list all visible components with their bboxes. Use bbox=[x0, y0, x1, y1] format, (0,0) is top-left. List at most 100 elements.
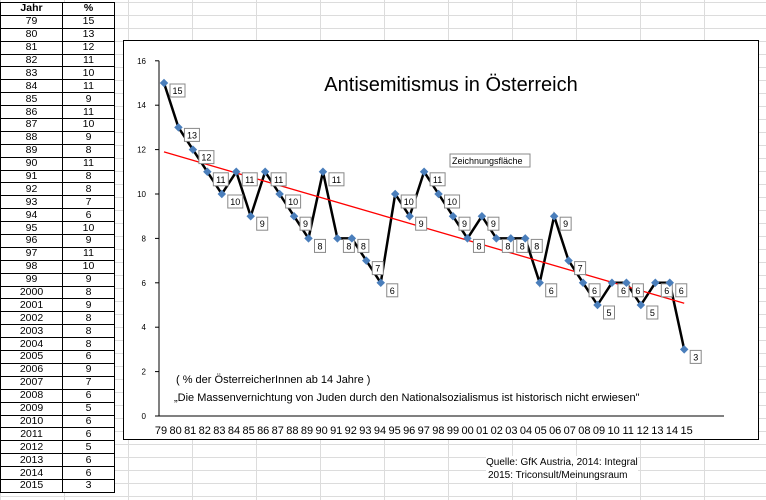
year-cell[interactable]: 84 bbox=[0, 79, 63, 94]
year-cell[interactable]: 2001 bbox=[0, 298, 63, 313]
percent-cell[interactable]: 11 bbox=[62, 53, 115, 68]
year-cell[interactable]: 92 bbox=[0, 182, 63, 197]
percent-cell[interactable]: 9 bbox=[62, 234, 115, 248]
x-tick-label: 11 bbox=[622, 425, 633, 437]
percent-cell[interactable]: 6 bbox=[62, 350, 115, 364]
percent-cell[interactable]: 9 bbox=[62, 362, 115, 377]
percent-cell[interactable]: 11 bbox=[62, 246, 115, 261]
x-tick-label: 03 bbox=[505, 425, 517, 437]
year-cell[interactable]: 81 bbox=[0, 40, 63, 55]
year-cell[interactable]: 97 bbox=[0, 246, 63, 261]
data-point bbox=[289, 211, 299, 221]
year-cell[interactable]: 2014 bbox=[0, 466, 63, 480]
x-tick-label: 14 bbox=[666, 425, 678, 437]
y-tick-label: 0 bbox=[142, 412, 147, 421]
percent-cell[interactable]: 6 bbox=[62, 208, 115, 223]
year-cell[interactable]: 2006 bbox=[0, 362, 63, 377]
percent-cell[interactable]: 9 bbox=[62, 92, 115, 107]
percent-cell[interactable]: 11 bbox=[62, 156, 115, 171]
year-cell[interactable]: 91 bbox=[0, 169, 63, 184]
percent-cell[interactable]: 7 bbox=[62, 195, 115, 210]
year-cell[interactable]: 86 bbox=[0, 105, 63, 120]
percent-cell[interactable]: 6 bbox=[62, 466, 115, 480]
percent-cell[interactable]: 8 bbox=[62, 311, 115, 326]
year-cell[interactable]: 85 bbox=[0, 92, 63, 107]
table-row: 2008 6 bbox=[0, 388, 115, 403]
year-cell[interactable]: 88 bbox=[0, 130, 63, 145]
year-cell[interactable]: 93 bbox=[0, 195, 63, 210]
data-label: 6 bbox=[549, 286, 554, 296]
header-cell[interactable]: Jahr bbox=[0, 2, 63, 16]
year-cell[interactable]: 2012 bbox=[0, 440, 63, 455]
year-cell[interactable]: 79 bbox=[0, 14, 63, 29]
year-cell[interactable]: 2015 bbox=[0, 478, 63, 493]
percent-cell[interactable]: 8 bbox=[62, 182, 115, 197]
table-row: 2004 8 bbox=[0, 337, 115, 352]
year-cell[interactable]: 80 bbox=[0, 27, 63, 42]
percent-cell[interactable]: 15 bbox=[62, 14, 115, 29]
percent-cell[interactable]: 8 bbox=[62, 324, 115, 339]
year-cell[interactable]: 2004 bbox=[0, 337, 63, 352]
year-cell[interactable]: 95 bbox=[0, 221, 63, 236]
year-cell[interactable]: 2011 bbox=[0, 427, 63, 442]
percent-cell[interactable]: 9 bbox=[62, 130, 115, 145]
data-point bbox=[622, 278, 631, 288]
source-line-1: Quelle: GfK Austria, 2014: Integral bbox=[486, 457, 638, 468]
percent-cell[interactable]: 10 bbox=[62, 118, 115, 132]
year-cell[interactable]: 98 bbox=[0, 259, 63, 274]
x-tick-label: 02 bbox=[491, 425, 503, 437]
year-cell[interactable]: 2009 bbox=[0, 401, 63, 416]
percent-cell[interactable]: 11 bbox=[62, 105, 115, 120]
year-cell[interactable]: 2010 bbox=[0, 414, 63, 429]
percent-cell[interactable]: 11 bbox=[62, 79, 115, 94]
year-cell[interactable]: 89 bbox=[0, 143, 63, 158]
percent-cell[interactable]: 7 bbox=[62, 375, 115, 390]
year-cell[interactable]: 2008 bbox=[0, 388, 63, 403]
percent-cell[interactable]: 6 bbox=[62, 453, 115, 468]
year-cell[interactable]: 90 bbox=[0, 156, 63, 171]
year-cell[interactable]: 2003 bbox=[0, 324, 63, 339]
percent-cell[interactable]: 9 bbox=[62, 272, 115, 287]
data-label: 6 bbox=[592, 286, 597, 296]
percent-cell[interactable]: 6 bbox=[62, 388, 115, 403]
percent-cell[interactable]: 13 bbox=[62, 27, 115, 42]
percent-cell[interactable]: 3 bbox=[62, 478, 115, 493]
year-cell[interactable]: 99 bbox=[0, 272, 63, 287]
data-label-box bbox=[458, 216, 471, 231]
table-row: 2013 6 bbox=[0, 453, 115, 468]
table-header: Jahr% bbox=[0, 2, 115, 16]
percent-cell[interactable]: 6 bbox=[62, 414, 115, 429]
percent-cell[interactable]: 8 bbox=[62, 285, 115, 300]
year-cell[interactable]: 82 bbox=[0, 53, 63, 68]
percent-cell[interactable]: 8 bbox=[62, 169, 115, 184]
year-cell[interactable]: 2007 bbox=[0, 375, 63, 390]
percent-cell[interactable]: 5 bbox=[62, 440, 115, 455]
x-tick-label: 96 bbox=[403, 425, 415, 437]
year-cell[interactable]: 2005 bbox=[0, 350, 63, 364]
year-cell[interactable]: 94 bbox=[0, 208, 63, 223]
x-tick-label: 81 bbox=[184, 425, 196, 437]
percent-cell[interactable]: 6 bbox=[62, 427, 115, 442]
percent-cell[interactable]: 5 bbox=[62, 401, 115, 416]
year-cell[interactable]: 96 bbox=[0, 234, 63, 248]
percent-cell[interactable]: 12 bbox=[62, 40, 115, 55]
table-row: 85 9 bbox=[0, 92, 115, 107]
percent-cell[interactable]: 10 bbox=[62, 221, 115, 236]
percent-cell[interactable]: 10 bbox=[62, 259, 115, 274]
table-row: 96 9 bbox=[0, 234, 115, 248]
year-cell[interactable]: 87 bbox=[0, 118, 63, 132]
header-cell[interactable]: % bbox=[62, 2, 115, 16]
percent-cell[interactable]: 8 bbox=[62, 337, 115, 352]
year-cell[interactable]: 2000 bbox=[0, 285, 63, 300]
data-point bbox=[232, 167, 241, 177]
percent-cell[interactable]: 9 bbox=[62, 298, 115, 313]
data-label-box bbox=[198, 150, 215, 165]
chart[interactable]: Antisemitismus in Österreich ( % der Öst… bbox=[123, 40, 759, 440]
year-cell[interactable]: 83 bbox=[0, 66, 63, 81]
percent-cell[interactable]: 10 bbox=[62, 66, 115, 81]
year-cell[interactable]: 2013 bbox=[0, 453, 63, 468]
x-tick-label: 15 bbox=[680, 425, 692, 437]
percent-cell[interactable]: 8 bbox=[62, 143, 115, 158]
year-cell[interactable]: 2002 bbox=[0, 311, 63, 326]
data-label-box bbox=[400, 194, 417, 209]
